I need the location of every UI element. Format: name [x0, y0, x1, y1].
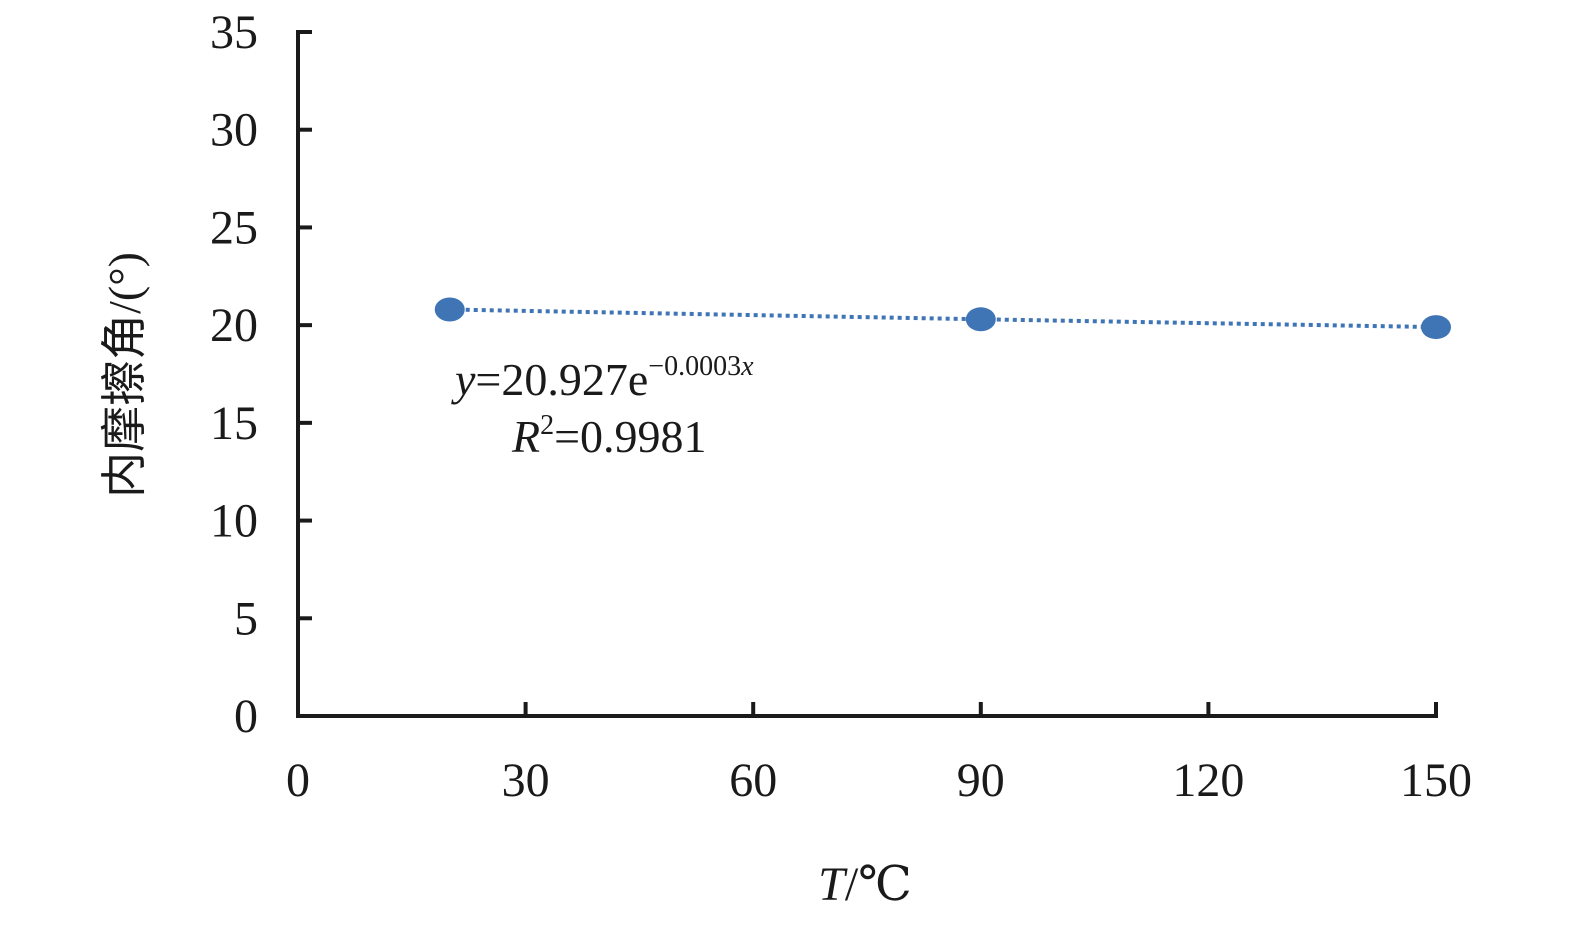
x-tick-label: 60: [729, 754, 777, 807]
r-squared: R2=0.9981: [511, 410, 707, 462]
y-tick-label: 10: [210, 495, 258, 548]
x-tick-label: 120: [1172, 754, 1244, 807]
trend-equation: y=20.927e−0.0003x: [451, 351, 754, 405]
trendline-segment: [980, 317, 1437, 330]
y-tick-label: 0: [234, 690, 258, 743]
data-points: [434, 297, 1451, 340]
data-point: [1421, 315, 1451, 340]
y-tick-label: 35: [210, 6, 258, 59]
trendline-segment: [449, 307, 981, 322]
y-tick-label: 15: [210, 397, 258, 450]
data-point: [965, 307, 996, 332]
x-tick-label: 90: [957, 754, 1005, 807]
x-tick-label: 0: [286, 754, 310, 807]
x-tick-label: 150: [1400, 754, 1472, 807]
x-axis-label: T/℃: [818, 858, 912, 911]
data-point: [434, 297, 465, 322]
x-tick-label: 30: [502, 754, 550, 807]
axes: 0 5 10 15 20 25 30 35 0 30 60 90 120 150: [210, 6, 1472, 807]
trendline: [449, 307, 1437, 330]
y-axis-label: 内摩擦角/(°): [99, 252, 150, 498]
y-tick-label: 30: [210, 104, 258, 157]
y-tick-label: 5: [234, 592, 258, 645]
y-tick-label: 25: [210, 201, 258, 254]
y-tick-label: 20: [210, 299, 258, 352]
